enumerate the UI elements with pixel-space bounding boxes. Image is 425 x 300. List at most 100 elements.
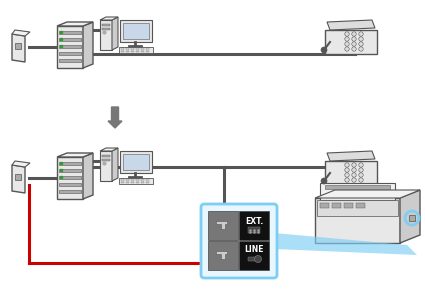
Bar xyxy=(15,43,21,49)
Bar xyxy=(131,179,134,181)
Circle shape xyxy=(359,32,363,36)
Polygon shape xyxy=(12,34,25,62)
Polygon shape xyxy=(315,198,400,243)
Circle shape xyxy=(345,47,349,51)
Bar xyxy=(409,215,415,221)
Polygon shape xyxy=(57,22,93,26)
Circle shape xyxy=(359,47,363,51)
Bar xyxy=(136,179,139,181)
FancyArrow shape xyxy=(108,107,122,128)
Polygon shape xyxy=(100,148,118,151)
Text: LINE: LINE xyxy=(244,245,264,254)
Polygon shape xyxy=(100,151,112,181)
Polygon shape xyxy=(327,20,375,30)
Bar xyxy=(59,52,81,55)
Polygon shape xyxy=(119,178,153,184)
Bar xyxy=(121,48,125,50)
Bar xyxy=(146,182,150,183)
Bar xyxy=(121,182,125,183)
Bar xyxy=(59,190,81,193)
Polygon shape xyxy=(315,190,420,198)
Circle shape xyxy=(321,178,327,184)
Circle shape xyxy=(359,168,363,172)
Bar xyxy=(121,50,125,52)
Circle shape xyxy=(345,178,349,182)
Bar xyxy=(356,203,365,208)
Bar xyxy=(59,183,81,186)
Polygon shape xyxy=(100,17,118,20)
Bar xyxy=(59,45,81,48)
Bar xyxy=(59,176,81,179)
Polygon shape xyxy=(112,17,118,50)
Circle shape xyxy=(345,42,349,46)
Polygon shape xyxy=(248,257,256,261)
Circle shape xyxy=(345,163,349,167)
Polygon shape xyxy=(248,227,260,233)
FancyBboxPatch shape xyxy=(201,204,277,278)
Circle shape xyxy=(352,32,356,36)
FancyBboxPatch shape xyxy=(208,241,238,270)
Circle shape xyxy=(359,178,363,182)
Circle shape xyxy=(321,47,327,53)
Bar xyxy=(141,179,144,181)
Polygon shape xyxy=(83,153,93,199)
Circle shape xyxy=(352,37,356,41)
Polygon shape xyxy=(12,165,25,193)
Bar xyxy=(325,185,390,189)
Bar xyxy=(141,48,144,50)
Polygon shape xyxy=(327,151,375,161)
Bar xyxy=(320,203,329,208)
Polygon shape xyxy=(119,47,153,53)
Polygon shape xyxy=(216,251,227,259)
Bar xyxy=(131,182,134,183)
Bar xyxy=(131,50,134,52)
Circle shape xyxy=(359,173,363,177)
Bar xyxy=(344,203,353,208)
Text: EXT.: EXT. xyxy=(245,217,263,226)
Bar xyxy=(146,48,150,50)
Bar xyxy=(146,179,150,181)
Polygon shape xyxy=(325,161,377,185)
Bar xyxy=(131,48,134,50)
Polygon shape xyxy=(57,153,93,157)
Bar xyxy=(102,159,110,161)
Circle shape xyxy=(255,256,261,262)
Bar xyxy=(126,179,130,181)
Bar xyxy=(136,182,139,183)
Bar xyxy=(121,179,125,181)
Circle shape xyxy=(352,163,356,167)
FancyBboxPatch shape xyxy=(208,211,238,240)
Bar xyxy=(59,31,81,34)
Bar xyxy=(59,169,81,172)
Circle shape xyxy=(352,47,356,51)
Bar xyxy=(136,48,139,50)
FancyBboxPatch shape xyxy=(239,211,269,240)
Bar xyxy=(102,155,110,157)
Bar xyxy=(59,59,81,62)
Polygon shape xyxy=(216,221,227,229)
Polygon shape xyxy=(320,183,395,200)
Bar xyxy=(102,24,110,26)
Polygon shape xyxy=(120,20,152,42)
Circle shape xyxy=(345,168,349,172)
Polygon shape xyxy=(57,26,83,68)
Bar xyxy=(141,182,144,183)
Polygon shape xyxy=(57,157,83,199)
Bar xyxy=(15,174,21,180)
Bar xyxy=(332,203,341,208)
Circle shape xyxy=(345,37,349,41)
Bar xyxy=(126,50,130,52)
Circle shape xyxy=(352,178,356,182)
Polygon shape xyxy=(400,190,420,243)
Polygon shape xyxy=(123,23,149,39)
Circle shape xyxy=(352,173,356,177)
Polygon shape xyxy=(12,161,30,167)
Circle shape xyxy=(359,42,363,46)
Polygon shape xyxy=(120,151,152,173)
Bar xyxy=(59,162,81,165)
Bar xyxy=(126,48,130,50)
Bar xyxy=(126,182,130,183)
Polygon shape xyxy=(317,200,398,216)
Polygon shape xyxy=(274,233,417,255)
FancyBboxPatch shape xyxy=(239,241,269,270)
